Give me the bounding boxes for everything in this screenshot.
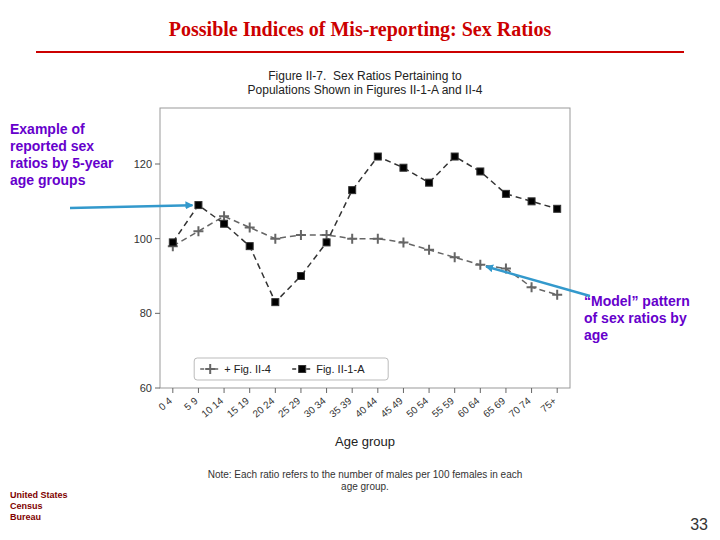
point xyxy=(398,237,408,247)
point xyxy=(475,260,485,270)
legend-marker xyxy=(205,364,215,374)
point xyxy=(169,239,176,246)
x-tick-label: 65 69 xyxy=(481,395,508,420)
legend-marker xyxy=(299,366,306,373)
title-rule xyxy=(36,51,684,53)
point xyxy=(245,222,255,232)
chart: Possible Indices of Mis-reporting: Sex R… xyxy=(0,0,720,540)
point xyxy=(528,198,535,205)
y-tick xyxy=(155,238,160,239)
point xyxy=(297,273,304,280)
annotation-arrow xyxy=(486,266,590,296)
x-tick-label: 20 24 xyxy=(250,395,277,420)
x-tick xyxy=(403,388,404,393)
point xyxy=(451,153,458,160)
y-tick xyxy=(155,313,160,314)
x-tick xyxy=(377,388,378,393)
point xyxy=(296,230,306,240)
subtitle: Figure II-7. Sex Ratios Pertaining toPop… xyxy=(248,69,483,97)
point xyxy=(477,168,484,175)
point xyxy=(450,252,460,262)
point xyxy=(270,234,280,244)
x-tick xyxy=(172,388,173,393)
annotation: “Model” patternof sex ratios byage xyxy=(584,293,690,343)
x-tick-label: 75+ xyxy=(538,395,558,414)
legend-label: Fig. II-1-A xyxy=(316,363,365,375)
series-group xyxy=(168,153,562,306)
series-line xyxy=(173,157,557,303)
x-tick xyxy=(429,388,430,393)
x-tick-label: 50 54 xyxy=(404,395,431,420)
y-tick-label: 80 xyxy=(140,307,152,319)
point xyxy=(246,243,253,250)
note: Note: Each ratio refers to the number of… xyxy=(208,469,523,492)
y-tick xyxy=(155,388,160,389)
series-line xyxy=(173,216,557,294)
point xyxy=(193,226,203,236)
x-tick-label: 45 49 xyxy=(378,395,405,420)
point xyxy=(552,290,562,300)
point xyxy=(502,190,509,197)
x-tick-label: 55 59 xyxy=(430,395,457,420)
point xyxy=(554,205,561,212)
y-tick-label: 100 xyxy=(134,233,152,245)
annotation: Example ofreported sexratios by 5-yearag… xyxy=(10,121,114,188)
point xyxy=(374,153,381,160)
y-tick xyxy=(155,164,160,165)
x-tick xyxy=(224,388,225,393)
point xyxy=(373,234,383,244)
point xyxy=(426,179,433,186)
x-tick-label: 30 34 xyxy=(302,395,329,420)
point xyxy=(323,239,330,246)
x-tick xyxy=(505,388,506,393)
x-tick-label: 60 64 xyxy=(455,395,482,420)
x-tick-label: 5 9 xyxy=(182,395,200,413)
point xyxy=(347,234,357,244)
point xyxy=(349,187,356,194)
x-tick-label: 35 39 xyxy=(327,395,354,420)
x-tick xyxy=(198,388,199,393)
point xyxy=(272,299,279,306)
legend-label: + Fig. II-4 xyxy=(224,363,271,375)
x-tick xyxy=(326,388,327,393)
x-tick xyxy=(275,388,276,393)
x-tick-label: 10 14 xyxy=(199,395,226,420)
y-tick-label: 120 xyxy=(134,158,152,170)
x-tick-label: 25 29 xyxy=(276,395,303,420)
x-tick xyxy=(454,388,455,393)
y-tick-label: 60 xyxy=(140,382,152,394)
point xyxy=(400,164,407,171)
point xyxy=(527,282,537,292)
x-tick xyxy=(249,388,250,393)
x-tick xyxy=(531,388,532,393)
point xyxy=(221,220,228,227)
legend: + Fig. II-4 Fig. II-1-A xyxy=(194,358,388,380)
plot-frame xyxy=(160,108,570,388)
x-tick xyxy=(480,388,481,393)
x-axis-label: Age group xyxy=(335,434,395,449)
page-number: 33 xyxy=(690,516,708,533)
x-tick-label: 0 4 xyxy=(156,395,174,413)
legend-box xyxy=(194,358,388,380)
title: Possible Indices of Mis-reporting: Sex R… xyxy=(169,18,552,41)
x-tick xyxy=(557,388,558,393)
x-tick xyxy=(352,388,353,393)
annotation-arrow xyxy=(70,205,192,208)
x-tick-label: 70 74 xyxy=(507,395,534,420)
x-tick xyxy=(300,388,301,393)
x-tick-label: 40 44 xyxy=(353,395,380,420)
point xyxy=(195,202,202,209)
point xyxy=(424,245,434,255)
x-tick-label: 15 19 xyxy=(225,395,252,420)
logo-text: United StatesCensusBureau xyxy=(10,490,68,522)
